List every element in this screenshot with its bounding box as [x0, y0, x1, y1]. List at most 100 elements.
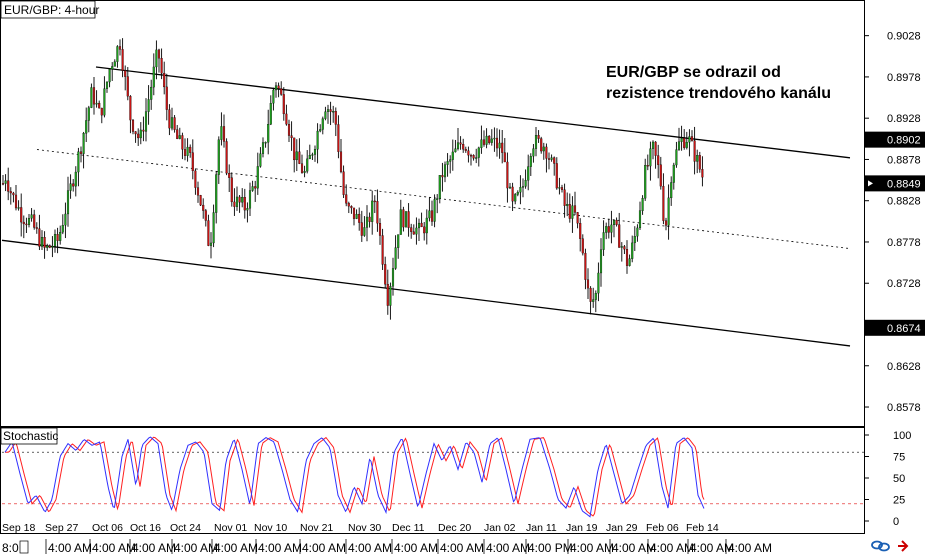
price-tick-label: 0.8628	[887, 361, 921, 373]
candle-down	[183, 149, 187, 156]
date-label: Jan 02	[484, 522, 516, 534]
time-label: 4:00 AM	[214, 541, 258, 554]
candle-up	[644, 165, 647, 199]
price-highlight-label: 0.8849	[887, 178, 921, 190]
date-label: Nov 10	[254, 522, 287, 534]
candle-down	[659, 164, 662, 187]
candle-down	[410, 227, 413, 232]
candle-up	[261, 142, 265, 154]
stochastic-lines	[4, 436, 705, 518]
candle-up	[324, 111, 327, 119]
time-label: 4:00 AM	[612, 541, 656, 554]
candle-up	[527, 166, 530, 181]
candle-up	[651, 141, 655, 149]
candle-up	[602, 232, 605, 250]
date-label: Jan 11	[526, 522, 557, 534]
candle-down	[441, 175, 444, 178]
candle-up	[51, 246, 54, 248]
candle-up	[456, 142, 460, 149]
candle-down	[7, 180, 10, 192]
candle-up	[675, 149, 678, 166]
candle-up	[558, 187, 561, 189]
candle-up	[438, 175, 441, 199]
candle-up	[597, 272, 600, 294]
candle-down	[347, 203, 350, 207]
candle-up	[391, 268, 395, 287]
candle-down	[124, 70, 127, 77]
candle-down	[222, 126, 226, 142]
date-label: Dec 11	[392, 522, 425, 534]
candle-down	[33, 214, 36, 228]
annotation-text: EUR/GBP se odrazil od rezistence trendové…	[606, 64, 831, 102]
candle-down	[199, 195, 202, 206]
candle-up	[612, 219, 616, 226]
candle-up	[306, 158, 309, 172]
candle-up	[571, 205, 574, 219]
stochastic-tick-label: 25	[893, 495, 905, 507]
candle-down	[503, 152, 506, 163]
candle-down	[625, 249, 629, 266]
time-label: 4:00 AM	[132, 541, 176, 554]
scroll-marker-icon[interactable]	[19, 540, 29, 554]
candle-down	[654, 141, 657, 156]
price-tick-label: 0.8878	[887, 154, 921, 166]
candle-up	[428, 210, 431, 219]
candle-down	[157, 49, 161, 59]
link-icon[interactable]	[871, 540, 890, 552]
candle-down	[545, 146, 548, 159]
candle-down	[9, 191, 12, 194]
stochastic-tick-label: 0	[893, 516, 899, 528]
candle-down	[238, 196, 241, 203]
candle-up	[667, 197, 670, 226]
candle-down	[607, 226, 610, 233]
candle-up	[82, 133, 85, 154]
candle-up	[498, 142, 501, 149]
candle-down	[137, 133, 140, 139]
time-axis: 8:0 4:00 AM 4:00 AM4:00 AM4:00 AM4:00 AM 4:…	[2, 539, 772, 555]
candle-up	[235, 196, 239, 207]
candle-up	[215, 174, 218, 213]
price-tick-label: 0.8728	[887, 278, 921, 290]
price-tick-label: 0.8578	[887, 402, 921, 414]
candle-down	[243, 197, 246, 211]
arrow-right-icon[interactable]	[898, 540, 909, 552]
candle-up	[105, 81, 109, 89]
candle-down	[358, 213, 361, 223]
candle-up	[220, 126, 223, 140]
time-label: 4:00 PM	[528, 541, 573, 554]
price-axis: 0.9028 0.8978 0.8928 0.8878 0.8828 0.8778 0.87…	[864, 31, 921, 414]
candle-up	[111, 66, 114, 70]
candle-down	[339, 151, 343, 172]
candle-down	[72, 183, 75, 187]
channel-upper-line	[95, 66, 851, 159]
candle-up	[209, 242, 213, 246]
candle-down	[163, 73, 166, 88]
candle-up	[332, 111, 335, 113]
candle-up	[87, 107, 90, 121]
candle-down	[298, 151, 301, 164]
candle-up	[355, 213, 358, 219]
candle-up	[628, 258, 631, 266]
candle-down	[378, 223, 382, 236]
candle-up	[389, 286, 392, 306]
candle-down	[293, 137, 296, 161]
time-label: 4:00 AM	[486, 541, 530, 554]
candle-up	[433, 199, 436, 222]
candle-down	[191, 152, 194, 172]
candle-up	[638, 210, 642, 229]
candle-down	[43, 237, 46, 248]
candle-down	[285, 113, 288, 125]
candle-down	[300, 163, 304, 173]
candlestick-series	[1, 38, 704, 320]
candle-down	[615, 219, 618, 225]
candle-up	[451, 151, 454, 160]
time-label: 8:0	[2, 541, 19, 554]
candle-up	[477, 147, 480, 158]
candle-down	[537, 135, 540, 139]
candle-up	[566, 204, 569, 206]
candle-up	[404, 211, 408, 228]
candle-down	[589, 287, 592, 302]
candle-down	[618, 224, 621, 248]
candle-down	[25, 223, 28, 226]
